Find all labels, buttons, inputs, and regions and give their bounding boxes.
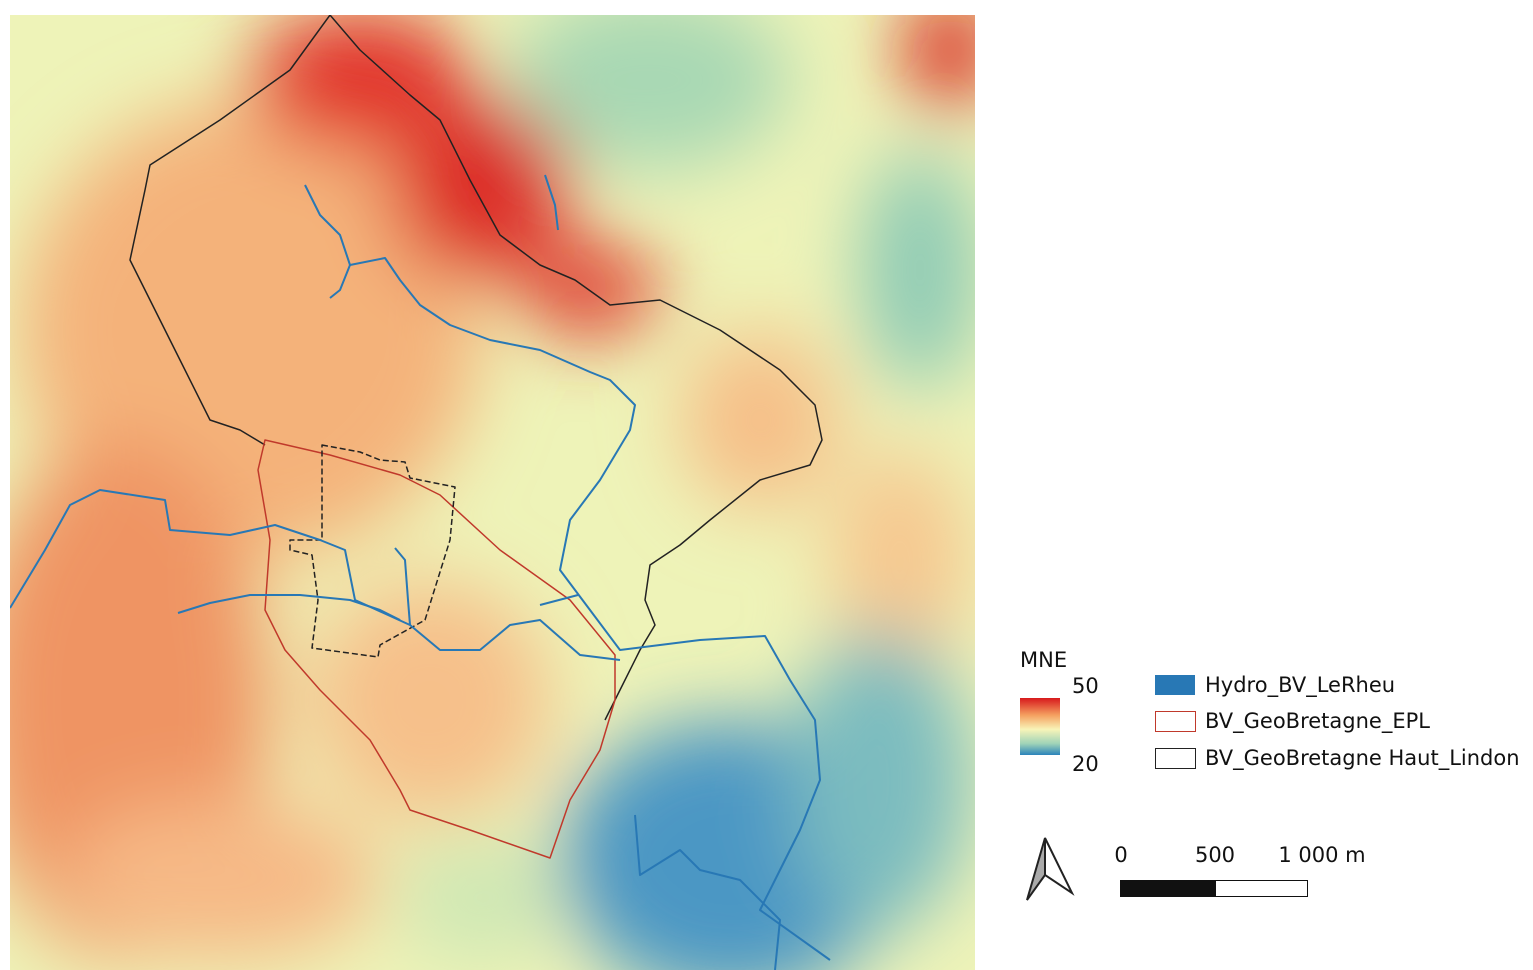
ramp-title: MNE <box>1020 648 1067 672</box>
scale-label: 500 <box>1195 843 1235 867</box>
scale-bar: 0 500 1 000 m <box>1114 843 1365 897</box>
ramp-min: 20 <box>1072 752 1099 776</box>
legend-swatch <box>1155 675 1195 695</box>
scale-label: 0 <box>1114 843 1127 867</box>
legend: MNE 50 20 Hydro_BV_LeRheu BV_GeoBretagne… <box>1020 648 1520 776</box>
ramp-bar <box>1020 698 1060 755</box>
elevation-raster <box>0 0 995 970</box>
map-page: MNE 50 20 Hydro_BV_LeRheu BV_GeoBretagne… <box>0 0 1533 970</box>
legend-label: Hydro_BV_LeRheu <box>1205 673 1395 698</box>
legend-label: BV_GeoBretagne_EPL <box>1205 709 1430 734</box>
scale-label: 1 000 m <box>1278 843 1365 867</box>
ramp-max: 50 <box>1072 674 1099 698</box>
legend-swatch <box>1156 712 1196 732</box>
legend-label: BV_GeoBretagne Haut_Lindon <box>1205 746 1520 771</box>
legend-swatch <box>1156 749 1196 769</box>
north-arrow <box>1027 838 1072 900</box>
